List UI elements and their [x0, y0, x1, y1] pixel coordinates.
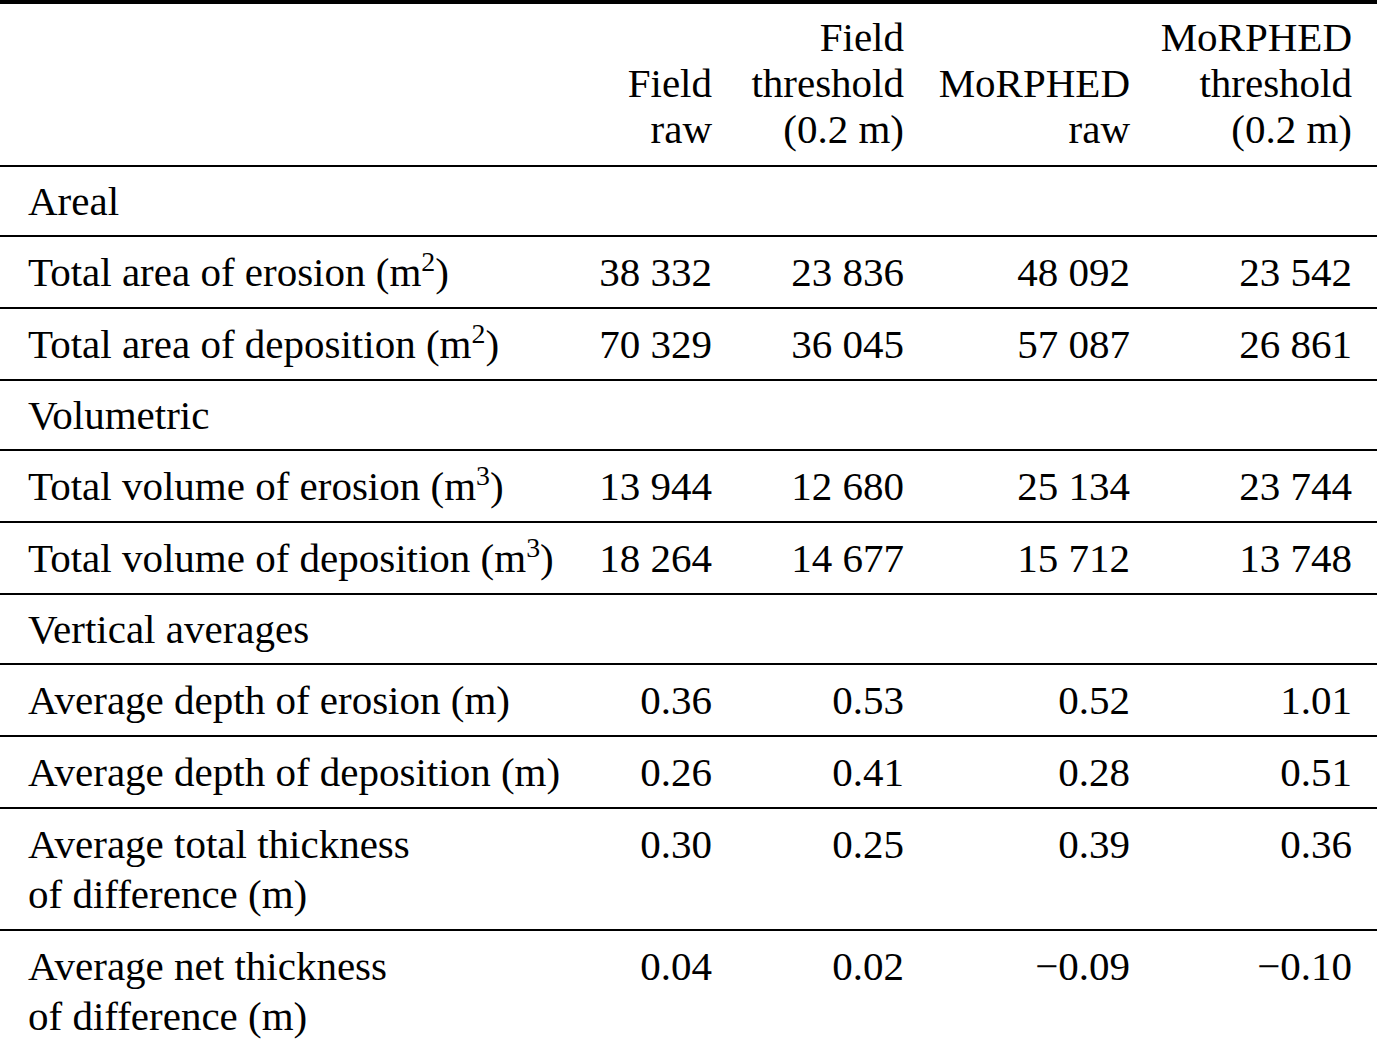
column-header-line: threshold: [712, 60, 904, 106]
column-header-line: (0.2 m): [1130, 106, 1352, 152]
column-header-line: Field: [560, 60, 712, 106]
table-row: Average total thickness of difference (m…: [0, 808, 1377, 930]
row-label: Average net thickness of difference (m): [0, 930, 560, 1049]
value-cell: 57 087: [904, 308, 1130, 380]
row-label-text: Total volume of deposition (m: [28, 535, 526, 581]
row-label: Total volume of erosion (m3): [0, 450, 560, 522]
column-header-line: Field: [712, 14, 904, 60]
table-row: Total volume of deposition (m3) 18 264 1…: [0, 522, 1377, 594]
row-label-line2: of difference (m): [28, 991, 560, 1041]
value-cell: 14 677: [712, 522, 904, 594]
row-label-text: Total area of erosion (m: [28, 249, 421, 295]
value-cell: −0.09: [904, 930, 1130, 1049]
row-label-text: Average depth of deposition (m): [28, 749, 560, 795]
section-row-vertical-averages: Vertical averages: [0, 594, 1377, 664]
table-row: Total area of erosion (m2) 38 332 23 836…: [0, 236, 1377, 308]
column-header-morphed-raw: MoRPHED raw: [904, 2, 1130, 166]
value-cell: 70 329: [560, 308, 712, 380]
row-label-suffix: ): [490, 463, 504, 509]
value-cell: 0.41: [712, 736, 904, 808]
row-label: Average total thickness of difference (m…: [0, 808, 560, 930]
value-cell: 18 264: [560, 522, 712, 594]
value-cell: 25 134: [904, 450, 1130, 522]
value-cell: 15 712: [904, 522, 1130, 594]
section-title: Vertical averages: [0, 594, 1377, 664]
value-cell: 48 092: [904, 236, 1130, 308]
column-header-line: raw: [904, 106, 1130, 152]
column-header-line: (0.2 m): [712, 106, 904, 152]
row-label-text: Total volume of erosion (m: [28, 463, 476, 509]
row-label-text: Average total thickness: [28, 821, 410, 867]
column-header-empty: [0, 2, 560, 166]
value-cell: −0.10: [1130, 930, 1377, 1049]
value-cell: 23 542: [1130, 236, 1377, 308]
unit-superscript: 3: [526, 532, 540, 563]
value-cell: 0.26: [560, 736, 712, 808]
results-table: Field raw Field threshold (0.2 m) MoRPHE…: [0, 0, 1377, 1049]
value-cell: 0.36: [560, 664, 712, 736]
row-label: Total area of erosion (m2): [0, 236, 560, 308]
table-row: Total volume of erosion (m3) 13 944 12 6…: [0, 450, 1377, 522]
column-header-line: MoRPHED: [904, 60, 1130, 106]
row-label-suffix: ): [435, 249, 449, 295]
value-cell: 0.36: [1130, 808, 1377, 930]
value-cell: 23 744: [1130, 450, 1377, 522]
row-label-text: Average depth of erosion (m): [28, 677, 510, 723]
value-cell: 0.02: [712, 930, 904, 1049]
table-row: Average depth of erosion (m) 0.36 0.53 0…: [0, 664, 1377, 736]
table-row: Average depth of deposition (m) 0.26 0.4…: [0, 736, 1377, 808]
column-header-morphed-threshold: MoRPHED threshold (0.2 m): [1130, 2, 1377, 166]
row-label-text: Total area of deposition (m: [28, 321, 471, 367]
value-cell: 0.52: [904, 664, 1130, 736]
column-header-line: threshold: [1130, 60, 1352, 106]
value-cell: 12 680: [712, 450, 904, 522]
value-cell: 23 836: [712, 236, 904, 308]
value-cell: 0.28: [904, 736, 1130, 808]
value-cell: 13 748: [1130, 522, 1377, 594]
row-label-suffix: ): [485, 321, 499, 367]
section-row-volumetric: Volumetric: [0, 380, 1377, 450]
value-cell: 0.30: [560, 808, 712, 930]
table-row: Average net thickness of difference (m) …: [0, 930, 1377, 1049]
value-cell: 13 944: [560, 450, 712, 522]
section-row-areal: Areal: [0, 166, 1377, 236]
row-label: Total area of deposition (m2): [0, 308, 560, 380]
value-cell: 0.51: [1130, 736, 1377, 808]
value-cell: 0.04: [560, 930, 712, 1049]
row-label: Total volume of deposition (m3): [0, 522, 560, 594]
row-label-suffix: ): [540, 535, 554, 581]
row-label: Average depth of deposition (m): [0, 736, 560, 808]
value-cell: 26 861: [1130, 308, 1377, 380]
table-header-row: Field raw Field threshold (0.2 m) MoRPHE…: [0, 2, 1377, 166]
unit-superscript: 2: [471, 318, 485, 349]
section-title: Areal: [0, 166, 1377, 236]
unit-superscript: 2: [421, 246, 435, 277]
value-cell: 36 045: [712, 308, 904, 380]
column-header-line: raw: [560, 106, 712, 152]
value-cell: 0.39: [904, 808, 1130, 930]
column-header-field-raw: Field raw: [560, 2, 712, 166]
column-header-line: MoRPHED: [1130, 14, 1352, 60]
value-cell: 1.01: [1130, 664, 1377, 736]
value-cell: 0.53: [712, 664, 904, 736]
column-header-field-threshold: Field threshold (0.2 m): [712, 2, 904, 166]
section-title: Volumetric: [0, 380, 1377, 450]
row-label: Average depth of erosion (m): [0, 664, 560, 736]
table-row: Total area of deposition (m2) 70 329 36 …: [0, 308, 1377, 380]
row-label-text: Average net thickness: [28, 943, 387, 989]
row-label-line2: of difference (m): [28, 869, 560, 919]
unit-superscript: 3: [476, 460, 490, 491]
value-cell: 0.25: [712, 808, 904, 930]
value-cell: 38 332: [560, 236, 712, 308]
